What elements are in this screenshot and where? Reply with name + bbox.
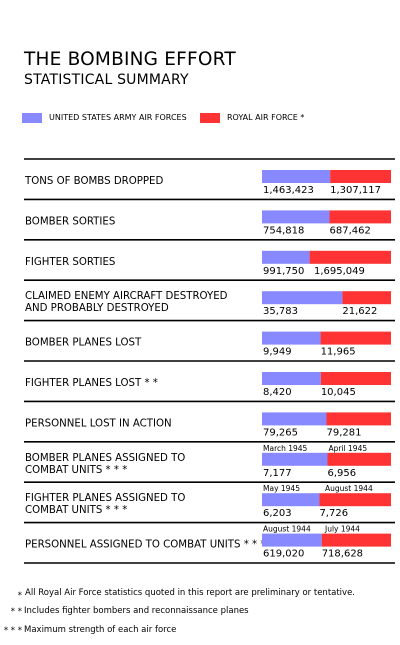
value-label-raf: 1,307,117 (330, 185, 381, 196)
value-label-raf: 7,726 (319, 508, 348, 519)
bar-raf (320, 372, 391, 385)
row-label: FIGHTER PLANES LOST * * (25, 378, 158, 389)
footnote-1-mark: * (17, 591, 22, 601)
row-label-line-2: AND PROBABLY DESTROYED (25, 303, 169, 314)
legend-label-usaaf: UNITED STATES ARMY AIR FORCES (49, 113, 187, 122)
bar-usaaf (262, 291, 343, 305)
footnote-1-text: All Royal Air Force statistics quoted in… (25, 588, 356, 598)
row-label: TONS OF BOMBS DROPPED (24, 176, 163, 187)
value-label-raf: 718,628 (322, 549, 363, 560)
value-label-raf: 6,956 (328, 468, 357, 479)
date-label-usaaf: May 1945 (263, 484, 300, 493)
value-label-usaaf: 7,177 (263, 468, 292, 479)
row-label-line-1: FIGHTER PLANES ASSIGNED TO (25, 493, 185, 504)
bar-raf (329, 210, 391, 224)
row-label: PERSONNEL ASSIGNED TO COMBAT UNITS * * * (25, 540, 265, 551)
footnote-3-mark: * * * (3, 626, 22, 636)
bar-usaaf (262, 452, 328, 466)
row-label-line-2: COMBAT UNITS * * * (25, 505, 127, 516)
bar-raf (342, 291, 391, 305)
bar-usaaf (262, 493, 320, 507)
value-label-usaaf: 9,949 (263, 347, 292, 358)
footnote-3-text: Maximum strength of each air force (24, 625, 177, 635)
bar-raf (319, 493, 391, 507)
legend-swatch-usaaf (22, 113, 42, 123)
value-label-usaaf: 754,818 (263, 225, 304, 236)
bar-raf (326, 412, 391, 426)
bar-raf (320, 331, 391, 345)
footnote-2-mark: * * (10, 607, 22, 617)
value-label-usaaf: 6,203 (263, 508, 292, 519)
bar-raf (327, 452, 391, 466)
value-label-raf: 687,462 (330, 225, 371, 236)
bar-raf (330, 170, 391, 183)
value-label-usaaf: 8,420 (263, 387, 292, 398)
row-label: BOMBER SORTIES (25, 216, 115, 227)
legend-swatch-raf (200, 113, 220, 123)
value-label-raf: 79,281 (326, 427, 361, 438)
value-label-raf: 21,622 (342, 306, 377, 317)
bar-usaaf (262, 412, 327, 426)
date-label-raf: April 1945 (329, 444, 368, 453)
bar-usaaf (262, 331, 321, 345)
row-label-line-1: BOMBER PLANES ASSIGNED TO (25, 453, 185, 464)
date-label-raf: August 1944 (325, 484, 373, 493)
value-label-raf: 11,965 (321, 347, 356, 358)
row-label: FIGHTER SORTIES (25, 257, 115, 268)
row-label: BOMBER PLANES LOST (25, 338, 142, 349)
date-label-raf: July 1944 (324, 525, 360, 534)
bar-raf (309, 250, 391, 264)
row-label-line-2: COMBAT UNITS * * * (25, 465, 127, 476)
value-label-usaaf: 619,020 (263, 549, 304, 560)
value-label-usaaf: 35,783 (263, 306, 298, 317)
bar-usaaf (262, 210, 330, 224)
bar-usaaf (262, 250, 310, 264)
bar-usaaf (262, 533, 322, 547)
footnote-2-text: Includes fighter bombers and reconnaissa… (24, 606, 249, 616)
value-label-usaaf: 79,265 (263, 427, 298, 438)
legend-label-raf: ROYAL AIR FORCE * (227, 113, 305, 122)
value-label-usaaf: 991,750 (263, 266, 304, 277)
bar-usaaf (262, 372, 321, 385)
value-label-raf: 1,695,049 (314, 266, 365, 277)
bar-raf (321, 533, 391, 547)
value-label-raf: 10,045 (321, 387, 356, 398)
page-title: THE BOMBING EFFORT (24, 49, 236, 70)
date-label-usaaf: March 1945 (263, 444, 308, 453)
page-subtitle: STATISTICAL SUMMARY (24, 72, 189, 88)
bar-usaaf (262, 170, 331, 183)
date-label-usaaf: August 1944 (263, 525, 311, 534)
value-label-usaaf: 1,463,423 (263, 185, 314, 196)
row-label: PERSONNEL LOST IN ACTION (25, 418, 172, 429)
row-label-line-1: CLAIMED ENEMY AIRCRAFT DESTROYED (25, 291, 228, 302)
